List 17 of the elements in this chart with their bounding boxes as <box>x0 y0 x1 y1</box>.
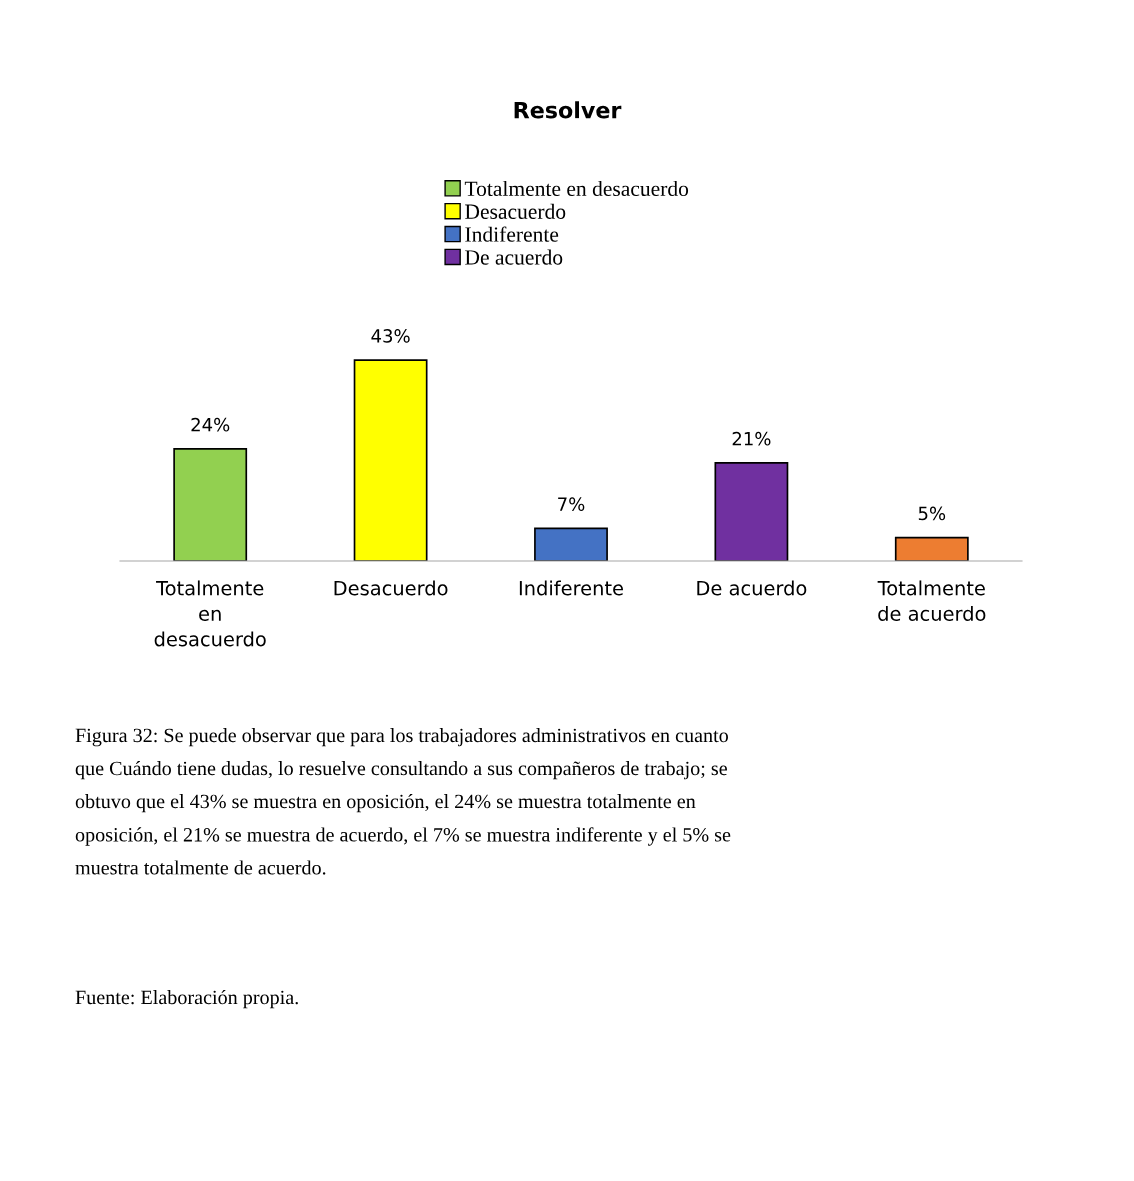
legend-label: Indiferente <box>465 226 559 242</box>
x-tick-label: Indiferente <box>519 580 623 596</box>
legend-label: De acuerdo <box>465 249 563 265</box>
data-label: 43% <box>371 329 410 343</box>
legend-label: Totalmente en desacuerdo <box>464 180 689 197</box>
source-note: Fuente: Elaboración propia. <box>75 990 298 1009</box>
x-tick-label: De acuerdo <box>697 580 807 596</box>
text: Figura 32: Se puede observar que para los trabajadores administrativos en cuanto que Cuándo tiene dudas, lo resuelve consultando a sus compañeros de trabajo; se obtuvo que el 43% se muestra en oposición, el 24% se muestra totalmente en oposición, el 21% se muestra de acuerdo, el 7% se muestra indiferente y el 5% se muestra totalmente de acuerdo. <box>75 728 731 875</box>
x-tick-label: Desacuerdo <box>334 580 448 596</box>
data-label: 21% <box>732 431 771 446</box>
data-label: 24% <box>191 417 230 432</box>
x-tick-label: Totalmente de acuerdo <box>877 580 986 621</box>
x-tick-label: Totalmente en desacuerdo <box>154 580 266 647</box>
data-label: 5% <box>918 506 946 521</box>
chart-title: Resolver <box>514 101 622 119</box>
data-label: 7% <box>558 497 585 511</box>
legend-label: Desacuerdo <box>465 203 566 219</box>
